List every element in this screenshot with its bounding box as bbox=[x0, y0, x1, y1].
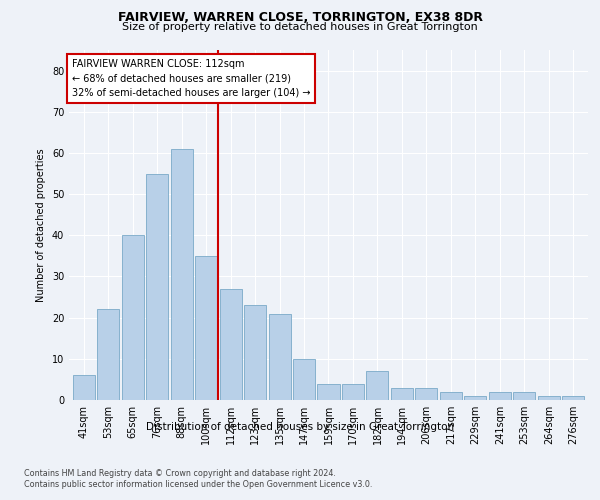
Text: FAIRVIEW, WARREN CLOSE, TORRINGTON, EX38 8DR: FAIRVIEW, WARREN CLOSE, TORRINGTON, EX38… bbox=[118, 11, 482, 24]
Bar bbox=[440, 392, 462, 400]
Bar bbox=[489, 392, 511, 400]
Bar bbox=[146, 174, 168, 400]
Bar bbox=[415, 388, 437, 400]
Bar bbox=[514, 392, 535, 400]
Bar bbox=[562, 396, 584, 400]
Text: Contains HM Land Registry data © Crown copyright and database right 2024.: Contains HM Land Registry data © Crown c… bbox=[24, 469, 336, 478]
Text: Size of property relative to detached houses in Great Torrington: Size of property relative to detached ho… bbox=[122, 22, 478, 32]
Bar bbox=[170, 149, 193, 400]
Bar bbox=[195, 256, 217, 400]
Bar bbox=[391, 388, 413, 400]
Bar bbox=[97, 310, 119, 400]
Y-axis label: Number of detached properties: Number of detached properties bbox=[36, 148, 46, 302]
Bar bbox=[269, 314, 290, 400]
Text: Distribution of detached houses by size in Great Torrington: Distribution of detached houses by size … bbox=[146, 422, 454, 432]
Bar bbox=[220, 289, 242, 400]
Bar bbox=[317, 384, 340, 400]
Bar bbox=[73, 376, 95, 400]
Text: Contains public sector information licensed under the Open Government Licence v3: Contains public sector information licen… bbox=[24, 480, 373, 489]
Text: FAIRVIEW WARREN CLOSE: 112sqm
← 68% of detached houses are smaller (219)
32% of : FAIRVIEW WARREN CLOSE: 112sqm ← 68% of d… bbox=[71, 59, 310, 98]
Bar bbox=[538, 396, 560, 400]
Bar bbox=[122, 236, 143, 400]
Bar bbox=[244, 306, 266, 400]
Bar bbox=[367, 371, 388, 400]
Bar bbox=[464, 396, 487, 400]
Bar bbox=[293, 359, 315, 400]
Bar bbox=[342, 384, 364, 400]
